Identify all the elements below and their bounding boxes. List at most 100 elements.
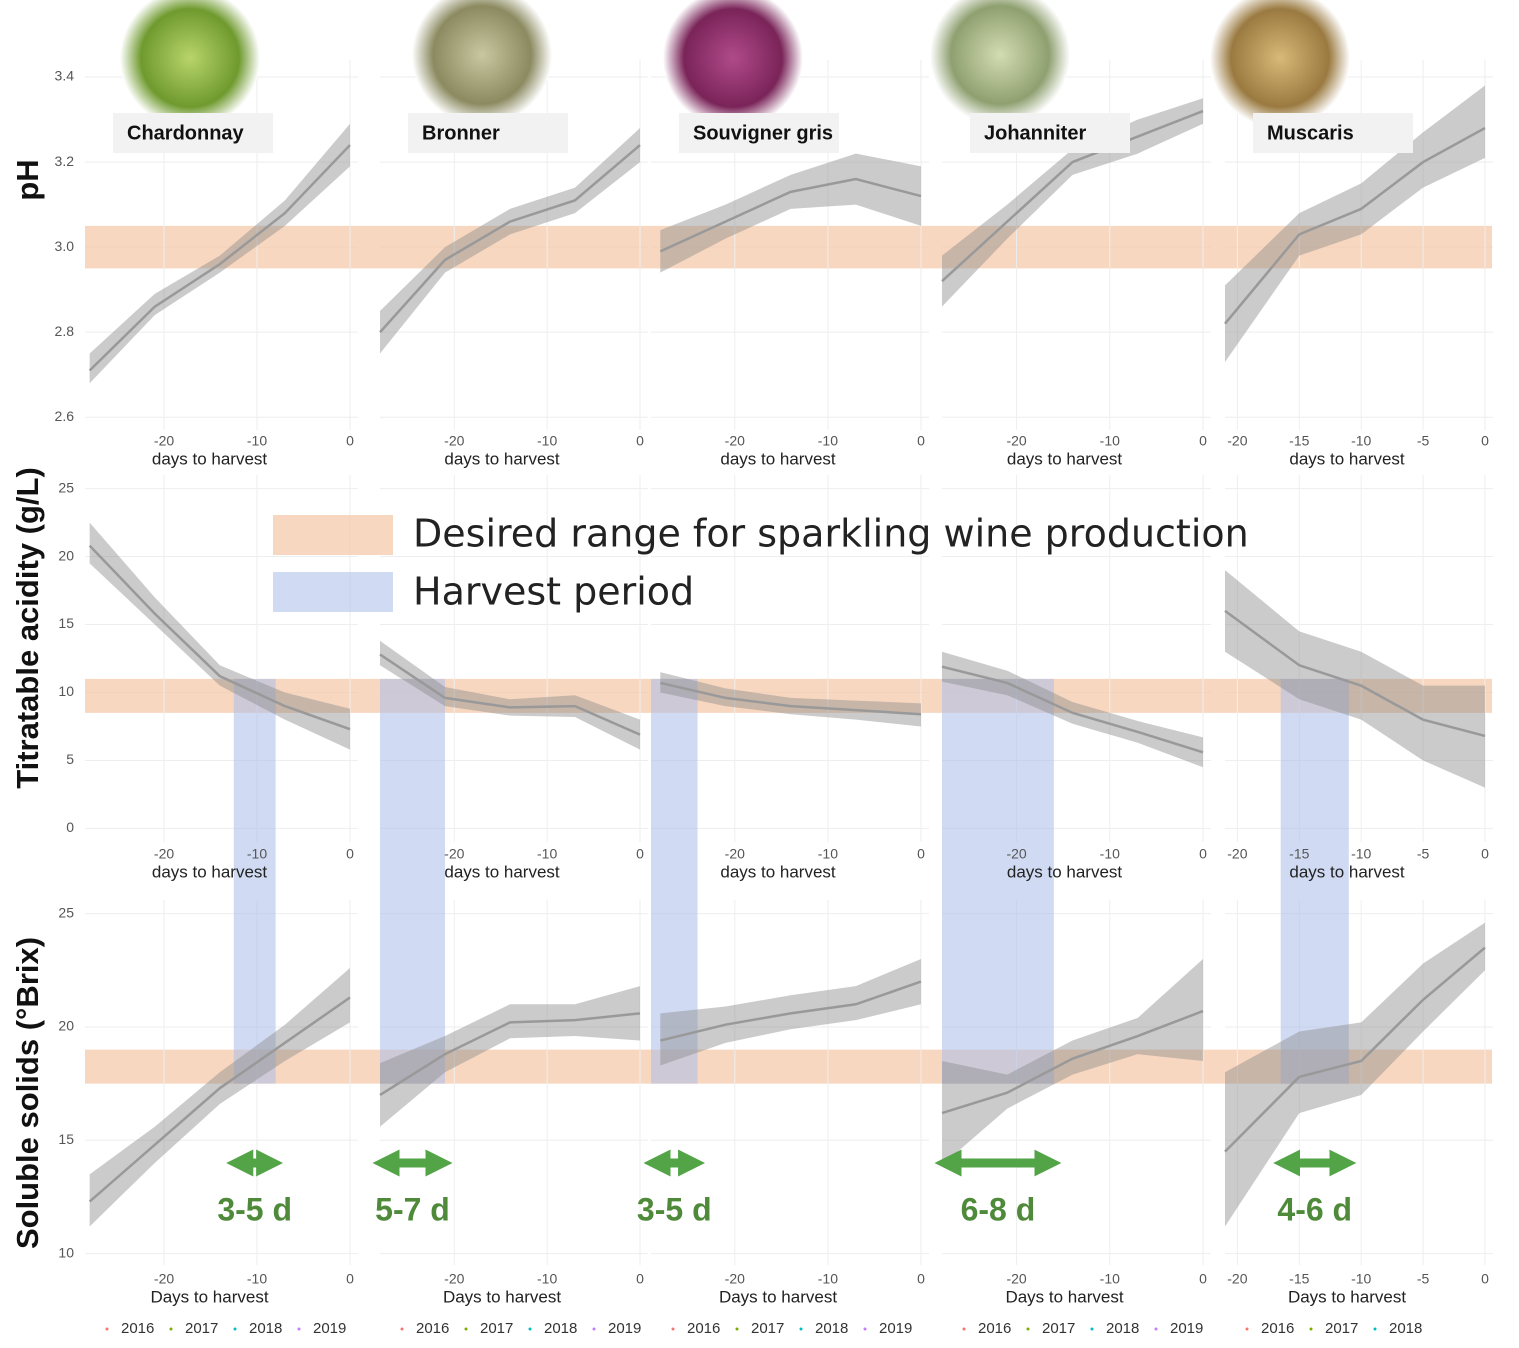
x-tick-label: 0 xyxy=(917,433,925,449)
x-tick-label: -20 xyxy=(444,1271,464,1287)
y-tick-label: 2.6 xyxy=(55,408,75,424)
legend-year: 2017 xyxy=(1042,1320,1075,1337)
legend-dot xyxy=(863,1327,867,1331)
x-tick-label: -10 xyxy=(537,433,557,449)
variety-label-box xyxy=(1253,113,1413,153)
legend-dot xyxy=(1090,1327,1094,1331)
legend-label: Harvest period xyxy=(413,570,694,614)
legend-year: 2019 xyxy=(313,1320,346,1337)
smooth-line xyxy=(941,109,1204,283)
legend-dot xyxy=(169,1327,173,1331)
desired-range-band xyxy=(85,678,1492,713)
x-tick-label: -10 xyxy=(818,433,838,449)
legend-dot xyxy=(671,1327,675,1331)
smooth-line xyxy=(659,177,922,253)
legend-year: 2019 xyxy=(608,1320,641,1337)
x-tick-label: -10 xyxy=(1351,433,1371,449)
legend-label: Desired range for sparkling wine product… xyxy=(413,512,1249,556)
legend-year: 2017 xyxy=(185,1320,218,1337)
x-tick-label: -20 xyxy=(1227,1271,1247,1287)
legend-dot xyxy=(1373,1327,1377,1331)
x-tick-label: -20 xyxy=(154,1271,174,1287)
x-tick-label: -10 xyxy=(537,1271,557,1287)
legend-year: 2018 xyxy=(544,1320,577,1337)
smooth-line xyxy=(1224,946,1486,1153)
legend-year: 2016 xyxy=(687,1320,720,1337)
x-tick-label: -10 xyxy=(247,1271,267,1287)
x-axis-title: days to harvest xyxy=(1007,862,1123,881)
smooth-line xyxy=(379,144,641,334)
x-tick-label: 0 xyxy=(346,1271,354,1287)
legend-year: 2017 xyxy=(1325,1320,1358,1337)
legend-year: 2018 xyxy=(249,1320,282,1337)
smooth-line xyxy=(88,544,351,731)
y-tick-label: 3.0 xyxy=(55,238,75,254)
legend-dot xyxy=(297,1327,301,1331)
x-tick-label: -20 xyxy=(725,1271,745,1287)
legend-dot xyxy=(735,1327,739,1331)
x-tick-label: -15 xyxy=(1289,1271,1309,1287)
x-tick-label: -10 xyxy=(247,846,267,862)
legend-year: 2019 xyxy=(879,1320,912,1337)
confidence-ribbon xyxy=(942,98,1203,307)
x-tick-label: -5 xyxy=(1417,846,1430,862)
legend-swatch xyxy=(273,515,393,555)
variety-name: Johanniter xyxy=(984,122,1086,144)
x-axis-title: days to harvest xyxy=(1289,862,1405,881)
y-tick-label: 20 xyxy=(58,547,74,563)
grape-photo xyxy=(930,0,1070,125)
y-tick-label: 2.8 xyxy=(55,323,75,339)
grape-photo xyxy=(412,0,552,125)
x-tick-label: 0 xyxy=(636,846,644,862)
confidence-ribbon xyxy=(89,522,351,750)
x-axis-title: days to harvest xyxy=(152,449,268,468)
x-tick-label: -15 xyxy=(1289,433,1309,449)
x-tick-label: -20 xyxy=(444,846,464,862)
variety-label-box xyxy=(408,113,568,153)
x-tick-label: 0 xyxy=(1199,433,1207,449)
legend-dot xyxy=(592,1327,596,1331)
y-axis-title: Soluble solids (°Brix) xyxy=(10,937,45,1249)
legend-year: 2019 xyxy=(1170,1320,1203,1337)
legend-dot xyxy=(105,1327,109,1331)
variety-label-box xyxy=(970,113,1130,153)
smooth-line xyxy=(941,665,1204,754)
legend-year: 2016 xyxy=(978,1320,1011,1337)
x-tick-label: -10 xyxy=(247,433,267,449)
y-tick-label: 3.2 xyxy=(55,153,75,169)
y-tick-label: 3.4 xyxy=(55,68,75,84)
x-tick-label: 0 xyxy=(1199,846,1207,862)
harvest-duration-label: 4-6 d xyxy=(1277,1191,1352,1227)
x-tick-label: 0 xyxy=(1481,1271,1489,1287)
confidence-ribbon xyxy=(380,640,640,750)
x-axis-title: days to harvest xyxy=(1007,449,1123,468)
x-tick-label: -20 xyxy=(1006,1271,1026,1287)
grape-photo xyxy=(1210,0,1350,128)
x-tick-label: 0 xyxy=(346,846,354,862)
x-axis-title: Days to harvest xyxy=(1005,1287,1123,1306)
smooth-line xyxy=(941,1009,1204,1115)
smooth-line xyxy=(660,681,922,716)
x-tick-label: -10 xyxy=(1100,433,1120,449)
smooth-line xyxy=(88,996,351,1203)
x-tick-label: -10 xyxy=(818,1271,838,1287)
x-tick-label: 0 xyxy=(917,846,925,862)
smooth-line xyxy=(1224,126,1486,325)
legend-dot xyxy=(1245,1327,1249,1331)
x-tick-label: -20 xyxy=(725,846,745,862)
x-tick-label: -20 xyxy=(1227,846,1247,862)
x-tick-label: -10 xyxy=(1100,1271,1120,1287)
x-tick-label: -20 xyxy=(444,433,464,449)
y-tick-label: 15 xyxy=(58,1131,74,1147)
confidence-ribbon xyxy=(942,651,1203,768)
x-tick-label: -10 xyxy=(1351,846,1371,862)
harvest-duration-label: 3-5 d xyxy=(637,1191,712,1227)
y-tick-label: 25 xyxy=(58,904,74,920)
x-tick-label: 0 xyxy=(917,1271,925,1287)
x-tick-label: -10 xyxy=(1100,846,1120,862)
x-tick-label: -20 xyxy=(725,433,745,449)
confidence-ribbon xyxy=(942,958,1203,1166)
smooth-line xyxy=(660,980,922,1042)
x-axis-title: Days to harvest xyxy=(1288,1287,1406,1306)
desired-range-band xyxy=(85,1049,1492,1084)
